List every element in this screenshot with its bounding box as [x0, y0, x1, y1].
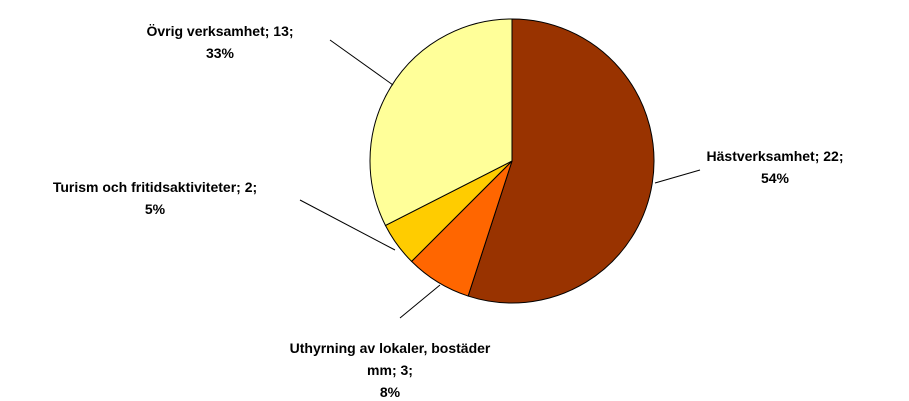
leader-line: [654, 169, 701, 184]
percentage-label: 8%: [379, 384, 401, 400]
percentage-label: 5%: [144, 201, 166, 217]
pie-slice: [369, 18, 513, 227]
value-label: 2;: [244, 179, 258, 195]
value-label: 13;: [273, 23, 294, 39]
pie-slice: [467, 18, 655, 304]
value-label: 3;: [400, 362, 413, 378]
leader-line: [329, 39, 394, 86]
percentage-label: 54%: [760, 170, 790, 186]
category-label: Övrig verksamhet;: [146, 23, 270, 39]
category-label: Hästverksamhet;: [706, 148, 820, 164]
slice-label: Uthyrning av lokaler, bostäder mm; 3; 8%: [280, 337, 500, 401]
slice-label: Hästverksamhet; 22; 54%: [690, 145, 860, 189]
percentage-label: 33%: [205, 45, 235, 61]
category-label: Turism och fritidsaktiviteter;: [52, 179, 241, 195]
leader-line: [399, 284, 441, 319]
category-label: Uthyrning av lokaler, bostäder mm;: [289, 340, 491, 378]
value-label: 22;: [823, 148, 844, 164]
leader-line: [299, 199, 396, 251]
slice-label: Övrig verksamhet; 13; 33%: [100, 20, 340, 64]
slice-label: Turism och fritidsaktiviteter; 2; 5%: [0, 176, 310, 220]
